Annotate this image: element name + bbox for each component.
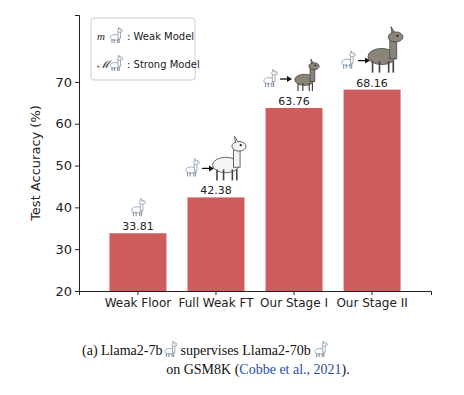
y-tick-mark <box>75 207 79 208</box>
bar <box>344 90 401 291</box>
llama-icon <box>368 27 403 73</box>
y-tick: 40 <box>55 200 79 215</box>
y-tick-mark <box>75 291 79 292</box>
bars <box>109 90 400 291</box>
llama-icon <box>342 51 356 69</box>
legend-symbol: m <box>97 30 105 42</box>
x-tick: Full Weak FT <box>178 291 254 310</box>
caption-text: ). <box>342 362 350 378</box>
caption-text: supervises Llama2-70b <box>180 343 310 358</box>
y-tick-mark <box>75 249 79 250</box>
arrow <box>280 76 292 82</box>
x-tick: Our Stage I <box>260 291 328 310</box>
y-tick-mark <box>75 166 79 167</box>
caption-line: (a) Llama2-7b supervises Llama2-70b <box>82 343 311 359</box>
llama-icon <box>132 198 146 216</box>
y-tick-label: 40 <box>55 200 72 215</box>
y-tick-label: 50 <box>55 158 72 173</box>
x-tick-mark <box>294 291 295 295</box>
legend-label: : Strong Model <box>127 59 200 70</box>
y-tick-mark <box>75 124 79 125</box>
y-tick-label: 20 <box>55 284 72 299</box>
llama-icon <box>110 27 122 43</box>
data-label: 68.16 <box>356 77 388 90</box>
llama-icon <box>315 341 327 357</box>
bar <box>187 197 244 291</box>
legend-symbol: ℳ <box>97 58 112 70</box>
y-tick-mark <box>75 82 79 83</box>
y-axis: 20 30 40 50 60 70 <box>55 16 79 299</box>
y-tick: 50 <box>55 158 79 173</box>
y-tick: 30 <box>55 242 79 257</box>
x-axis: Weak Floor Full Weak FT Our Stage I Our Sta… <box>80 291 432 310</box>
y-tick-label: 30 <box>55 242 72 257</box>
legend-box <box>91 18 195 80</box>
y-tick: 20 <box>55 284 79 299</box>
data-label: 33.81 <box>122 220 154 233</box>
caption-line: on GSM8K (Cobbe et al., 2021). <box>166 362 350 378</box>
x-tick: Our Stage II <box>336 291 407 310</box>
data-labels: 33.81 42.38 63.76 68.16 <box>122 77 388 234</box>
y-tick: 60 <box>55 116 79 131</box>
caption: (a) Llama2-7b supervises Llama2-70b on GSM… <box>82 341 350 378</box>
y-tick: 70 <box>55 75 79 90</box>
caption-text: on GSM8K ( <box>166 362 239 378</box>
y-axis-title: Test Accuracy (%) <box>28 105 43 222</box>
llama-icon <box>110 55 122 71</box>
bar <box>266 108 323 291</box>
legend-label: : Weak Model <box>127 31 194 42</box>
x-tick-mark <box>137 291 138 295</box>
legend: m : Weak Model ℳ : Strong Model <box>91 18 200 80</box>
arrow <box>202 165 214 171</box>
x-tick-mark <box>215 291 216 295</box>
x-tick-label: Our Stage II <box>336 296 407 310</box>
data-label: 63.76 <box>278 95 310 108</box>
x-tick-label: Our Stage I <box>260 296 328 310</box>
y-tick-label: 70 <box>55 75 72 90</box>
bar <box>109 233 166 291</box>
llama-icon <box>186 158 200 176</box>
x-tick-label: Weak Floor <box>105 296 172 310</box>
llama-icon <box>165 341 177 357</box>
x-axis-line <box>80 292 432 296</box>
data-label: 42.38 <box>200 184 232 197</box>
x-tick-label: Full Weak FT <box>178 296 254 310</box>
x-tick-mark <box>372 291 373 295</box>
caption-text: (a) Llama2-7b <box>82 343 162 359</box>
llama-icon <box>213 136 246 180</box>
x-tick: Weak Floor <box>105 291 172 310</box>
y-tick-label: 60 <box>55 116 72 131</box>
y-axis-line <box>75 16 80 292</box>
llama-icon <box>264 69 278 87</box>
llama-icon <box>295 59 319 91</box>
chart: 33.81 42.38 63.76 68.16 20 30 40 50 60 70 Weak Flo… <box>0 0 464 395</box>
citation[interactable]: Cobbe et al., 2021 <box>239 362 341 377</box>
